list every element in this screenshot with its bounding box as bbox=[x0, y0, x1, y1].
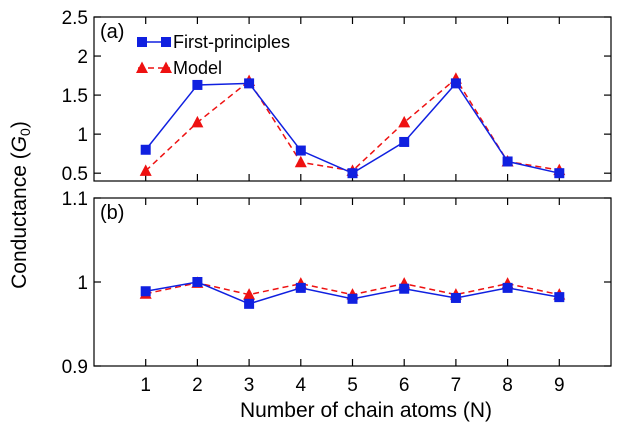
y-tick-label: 1 bbox=[77, 273, 88, 294]
y-tick-label: 0.9 bbox=[62, 357, 88, 378]
data-point bbox=[554, 168, 565, 179]
data-point bbox=[192, 277, 203, 287]
series-model bbox=[139, 72, 566, 176]
series-line bbox=[145, 77, 560, 172]
ylabel-symbol: G bbox=[8, 136, 31, 152]
x-tick-label: 8 bbox=[502, 375, 513, 396]
data-point bbox=[243, 288, 256, 300]
series-line bbox=[145, 82, 560, 175]
plot-frame bbox=[93, 197, 612, 367]
x-tick-label: 9 bbox=[554, 375, 565, 396]
panel-tag: (a) bbox=[100, 21, 124, 43]
legend-label: First-principles bbox=[173, 32, 290, 52]
legend: First-principles Model bbox=[136, 32, 290, 78]
data-point bbox=[244, 78, 255, 89]
data-point bbox=[192, 79, 203, 90]
data-point bbox=[450, 292, 461, 303]
y-tick-label: 0.5 bbox=[62, 164, 88, 185]
y-tick-label: 2.5 bbox=[62, 8, 88, 29]
data-point bbox=[554, 292, 565, 303]
panel-b: 0.9 1 1.1 (b) bbox=[62, 189, 612, 378]
data-point bbox=[191, 115, 204, 128]
x-axis-title: Number of chain atoms (N) bbox=[240, 399, 492, 422]
legend-label: Model bbox=[173, 58, 222, 78]
y-tick-label: 1 bbox=[77, 125, 88, 146]
x-tick-label: 2 bbox=[192, 375, 203, 396]
x-tick-label: 6 bbox=[399, 375, 410, 396]
x-tick-label: 7 bbox=[451, 375, 462, 396]
series-first-principles bbox=[140, 277, 565, 309]
y-tick-label: 2 bbox=[77, 47, 88, 68]
panel-a: 0.5 1 1.5 2 2.5 (a) First-principles Model bbox=[62, 8, 612, 185]
data-point bbox=[294, 155, 307, 168]
legend-marker bbox=[161, 37, 171, 47]
plot-frame bbox=[93, 16, 612, 182]
ylabel-close: ) bbox=[8, 121, 31, 128]
series-first-principles bbox=[140, 78, 565, 179]
data-point bbox=[502, 156, 513, 167]
data-point bbox=[295, 145, 306, 156]
data-point bbox=[399, 283, 410, 294]
legend-marker bbox=[160, 61, 172, 73]
ylabel-subscript: 0 bbox=[17, 128, 33, 136]
data-point bbox=[139, 164, 152, 176]
data-point bbox=[502, 282, 513, 293]
x-tick-label: 4 bbox=[296, 375, 307, 396]
x-tick-label: 5 bbox=[347, 375, 358, 396]
x-tick-label: 1 bbox=[140, 375, 151, 396]
data-point bbox=[347, 168, 358, 179]
ylabel-text: Conductance ( bbox=[8, 152, 31, 289]
y-tick-label: 1.1 bbox=[62, 189, 88, 210]
panel-tag: (b) bbox=[100, 202, 124, 224]
data-point bbox=[450, 78, 461, 89]
y-tick-label: 1.5 bbox=[62, 86, 88, 107]
data-point bbox=[244, 298, 255, 309]
legend-marker bbox=[137, 37, 147, 47]
y-axis-title: Conductance (G0) bbox=[8, 121, 33, 289]
x-tick-label: 3 bbox=[244, 375, 255, 396]
data-point bbox=[140, 286, 151, 297]
data-point bbox=[398, 115, 411, 128]
data-point bbox=[295, 282, 306, 293]
legend-marker bbox=[136, 61, 148, 73]
x-axis: 1 2 3 4 5 6 7 8 9 bbox=[140, 375, 564, 396]
data-point bbox=[347, 293, 358, 304]
data-point bbox=[140, 144, 151, 155]
data-point bbox=[399, 136, 410, 147]
